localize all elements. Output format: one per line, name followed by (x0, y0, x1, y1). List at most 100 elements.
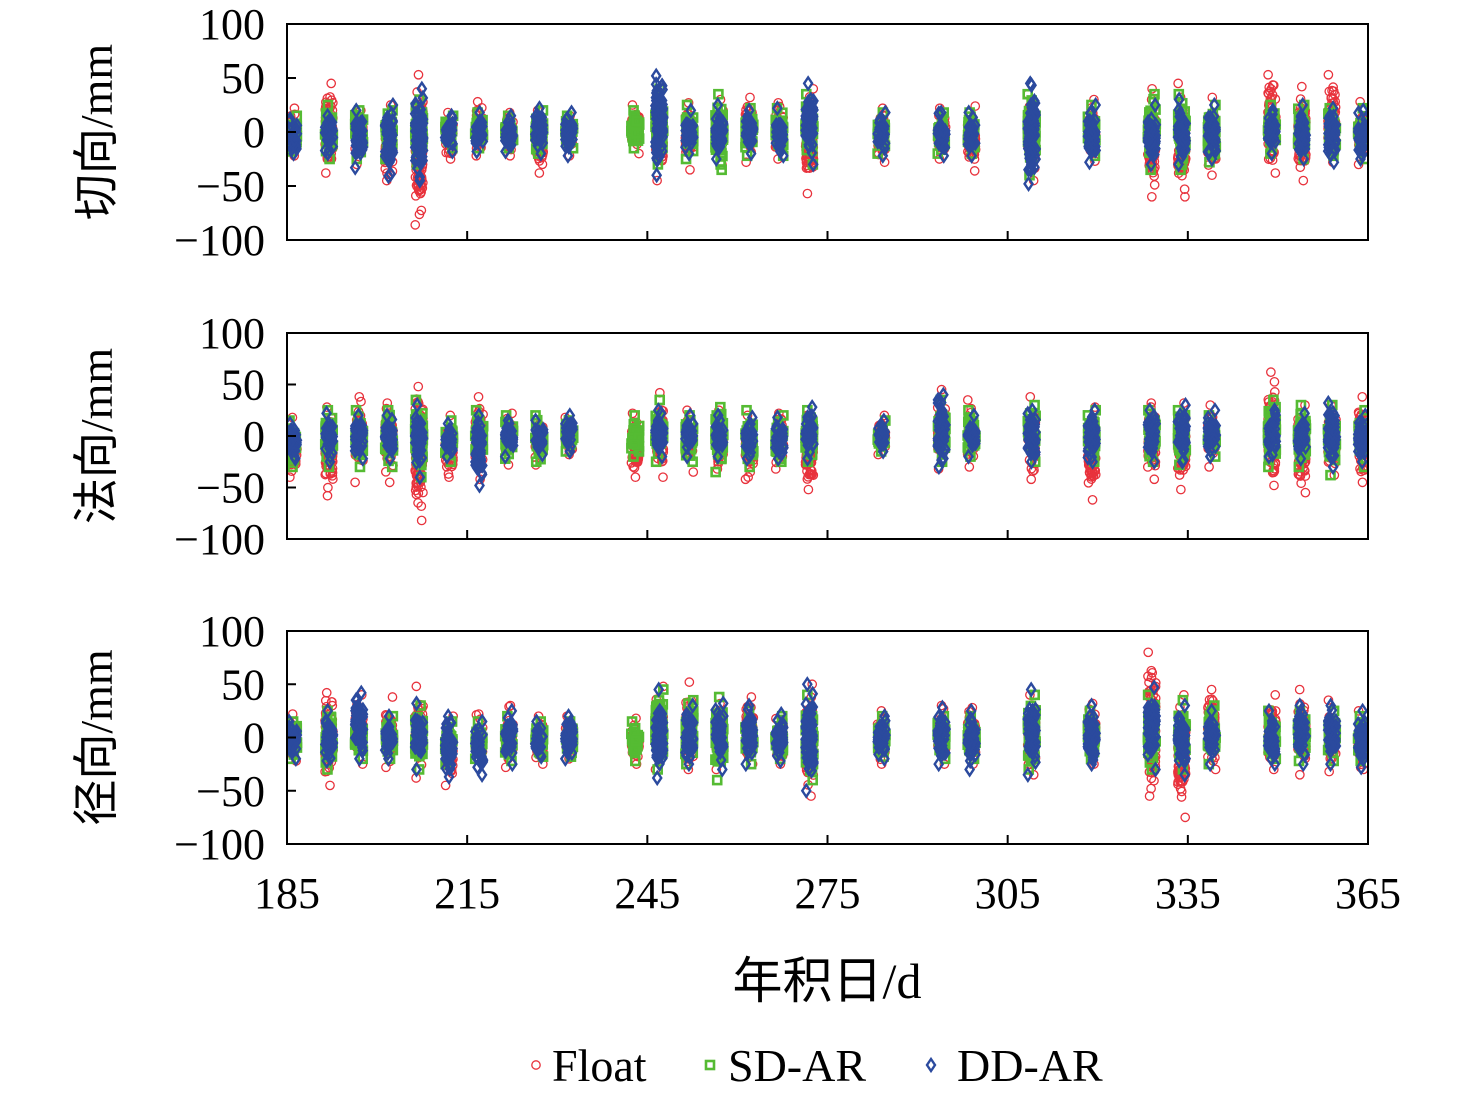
data-point (745, 145, 757, 162)
data-point (326, 78, 337, 89)
data-point (287, 472, 295, 483)
data-point (1299, 136, 1311, 153)
data-point (968, 133, 980, 151)
data-point (1267, 90, 1278, 100)
data-point (1023, 175, 1035, 193)
data-point (446, 127, 457, 144)
data-point (627, 100, 638, 110)
data-point (680, 139, 691, 156)
data-point (474, 119, 486, 136)
data-point (633, 117, 645, 128)
data-point (471, 143, 483, 160)
data-point (1026, 77, 1037, 94)
data-point (713, 135, 725, 152)
data-point (416, 131, 428, 148)
data-point (716, 131, 728, 148)
data-point (651, 151, 663, 169)
data-point (806, 144, 818, 161)
data-point (1023, 128, 1035, 145)
data-point (1210, 133, 1221, 150)
data-point (291, 140, 302, 158)
data-point (1145, 156, 1157, 173)
data-point (1295, 107, 1307, 124)
data-point (1180, 191, 1190, 202)
data-point (741, 118, 752, 136)
data-point (1264, 82, 1275, 93)
data-point (1174, 121, 1186, 139)
data-point (878, 118, 890, 135)
data-point (802, 75, 814, 92)
data-point (777, 147, 789, 164)
data-point (384, 144, 396, 161)
data-point (417, 89, 429, 107)
data-point (444, 472, 454, 483)
data-point (1083, 139, 1095, 157)
data-point (412, 115, 424, 132)
data-point (652, 175, 662, 186)
panels: 100500−50−100切向/mm100500−50−100法向/mm1005… (71, 0, 1401, 918)
data-point (417, 142, 429, 159)
data-point (443, 469, 454, 479)
data-point (1025, 96, 1037, 114)
data-point (326, 120, 338, 137)
data-point (1084, 154, 1095, 171)
data-point (507, 128, 519, 145)
data-point (742, 133, 754, 151)
data-point (351, 139, 363, 156)
data-point (938, 122, 949, 139)
data-point (651, 82, 663, 99)
data-point (387, 113, 399, 131)
data-point (1176, 148, 1188, 165)
data-point (1179, 129, 1191, 146)
data-point (740, 113, 752, 130)
data-point (939, 139, 951, 156)
data-point (320, 123, 332, 141)
data-point (1266, 145, 1278, 162)
data-point (879, 104, 891, 121)
y-tick-label: 0 (243, 108, 265, 157)
data-point (416, 148, 428, 165)
data-point (807, 136, 818, 153)
data-point (649, 133, 661, 151)
data-point (384, 477, 395, 488)
data-point (381, 109, 393, 126)
data-point (1174, 105, 1186, 122)
data-point (685, 164, 695, 175)
data-point (1355, 96, 1365, 107)
data-point (532, 118, 544, 135)
data-point (413, 107, 425, 124)
data-point (1298, 150, 1310, 168)
data-point (933, 105, 945, 122)
data-point (536, 130, 548, 147)
data-point (1267, 131, 1279, 149)
data-point (1263, 69, 1273, 80)
data-point (631, 127, 642, 139)
data-point (319, 142, 331, 159)
data-points (287, 67, 1368, 230)
data-point (356, 113, 368, 130)
data-point (472, 96, 483, 107)
data-point (1145, 144, 1157, 161)
data-point (963, 136, 975, 153)
data-point (802, 188, 813, 199)
data-point (350, 477, 360, 488)
data-point (630, 472, 641, 483)
data-point (356, 396, 366, 407)
data-point (1298, 175, 1309, 186)
data-point (650, 67, 662, 85)
data-point (445, 119, 457, 136)
data-point (446, 143, 458, 160)
data-point (1324, 145, 1336, 163)
data-point (349, 159, 361, 176)
y-axis-title: 切向/mm (71, 44, 122, 221)
data-point (1202, 127, 1214, 145)
data-point (350, 115, 361, 133)
data-point (385, 128, 396, 145)
data-point (653, 107, 665, 125)
data-point (1025, 109, 1037, 126)
data-point (963, 126, 974, 144)
data-point (745, 92, 755, 103)
data-point (741, 157, 751, 168)
